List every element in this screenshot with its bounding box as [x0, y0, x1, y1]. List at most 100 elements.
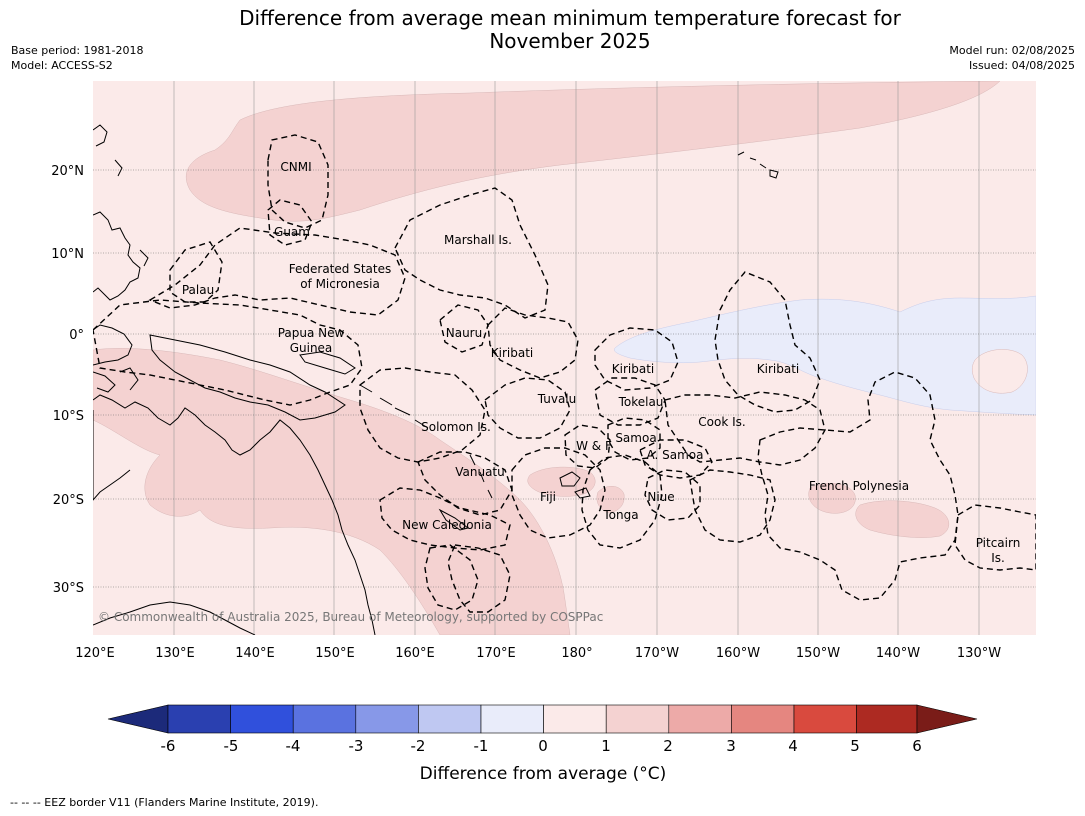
label-solomon: Solomon Is. — [421, 420, 491, 434]
label-kiribati-central: Kiribati — [612, 362, 654, 376]
colorbar-tick: -6 — [161, 737, 176, 755]
label-french-polynesia: French Polynesia — [809, 479, 909, 493]
title-line-2: November 2025 — [489, 29, 651, 53]
colorbar — [107, 704, 978, 734]
label-nauru: Nauru — [446, 326, 482, 340]
label-fsm-line1: Federated States — [289, 262, 391, 276]
label-wallis-futuna: W & F — [576, 439, 612, 453]
issued-date: Issued: 04/08/2025 — [968, 59, 1075, 72]
borneo-coast — [93, 324, 133, 366]
label-tonga: Tonga — [602, 508, 638, 522]
lon-tick: 130°E — [155, 646, 195, 661]
colorbar-tick: -5 — [224, 737, 239, 755]
eez-cook — [664, 391, 826, 466]
lat-tick-labels: 20°N 10°N 0° 10°S 20°S 30°S — [51, 164, 84, 596]
metadata-right: Model run: 02/08/2025 Issued: 04/08/2025 — [949, 43, 1075, 73]
label-kiribati-east: Kiribati — [757, 362, 799, 376]
anomaly-patch-polynesia-2 — [855, 500, 949, 538]
eez-vanuatu — [417, 451, 513, 516]
colorbar-tick: 3 — [726, 737, 736, 755]
colorbar-tick: 1 — [601, 737, 611, 755]
lon-tick: 170°E — [476, 646, 516, 661]
colorbar-tick: 2 — [663, 737, 673, 755]
australia-coast — [93, 394, 376, 635]
anomaly-patch-fiji — [527, 466, 596, 497]
lon-tick: 150°E — [315, 646, 355, 661]
new-caledonia-coast — [438, 508, 470, 531]
colorbar-bin — [605, 704, 670, 734]
philippines-islands — [93, 124, 149, 267]
colorbar-tick: -2 — [411, 737, 426, 755]
label-png-line1: Papua New — [278, 326, 345, 340]
eez-borders — [93, 134, 1036, 613]
copyright-notice: © Commonwealth of Australia 2025, Bureau… — [98, 610, 603, 624]
eez-marshall — [394, 187, 549, 319]
colorbar-bin — [418, 704, 482, 734]
anomaly-patch-polynesia-1 — [808, 483, 856, 514]
label-new-caledonia: New Caledonia — [402, 518, 492, 532]
label-fsm-line2: of Micronesia — [300, 277, 380, 291]
anomaly-patch-east — [971, 349, 1028, 394]
colorbar-tick: 5 — [850, 737, 860, 755]
eez-newcal — [379, 487, 511, 551]
colorbar-bin — [230, 704, 294, 734]
lon-tick: 120°E — [75, 646, 115, 661]
label-cnmi: CNMI — [280, 160, 311, 174]
lon-tick: 160°W — [716, 646, 760, 661]
colorbar-tick: -4 — [286, 737, 301, 755]
colorbar-bin — [543, 704, 607, 734]
eez-newcal-south — [424, 544, 479, 611]
lon-tick-labels: 120°E 130°E 140°E 150°E 160°E 170°E 180°… — [75, 646, 1001, 661]
vanuatu-coast — [469, 454, 493, 499]
solomon-islands-coast — [359, 384, 429, 429]
colorbar-ticks: -6 -5 -4 -3 -2 -1 0 1 2 3 4 5 6 — [161, 737, 922, 755]
eez-cook-south — [689, 469, 776, 543]
colorbar-bin — [167, 704, 231, 734]
eez-png — [93, 299, 363, 406]
lat-tick: 10°N — [51, 247, 84, 262]
colorbar-extend-high — [916, 704, 978, 734]
eez-solomon — [359, 367, 486, 463]
lon-tick: 140°W — [876, 646, 920, 661]
model-run-date: Model run: 02/08/2025 — [949, 44, 1075, 57]
eez-cnmi — [267, 134, 329, 229]
colorbar-extend-low — [107, 704, 169, 734]
anomaly-region-cool-east — [614, 295, 1036, 416]
metadata-left: Base period: 1981-2018 Model: ACCESS-S2 — [11, 43, 143, 73]
eez-tonga — [581, 454, 663, 549]
colorbar-tick: 6 — [912, 737, 922, 755]
eez-newcal-south2 — [447, 544, 511, 613]
lon-tick: 140°E — [235, 646, 275, 661]
label-pitcairn-line1: Pitcairn — [976, 536, 1021, 550]
title-line-1: Difference from average mean minimum tem… — [239, 6, 901, 30]
colorbar-bin — [731, 704, 795, 734]
label-tuvalu: Tuvalu — [537, 392, 577, 406]
colorbar-tick: -1 — [474, 737, 489, 755]
fiji-coast — [559, 471, 591, 499]
lat-grid-lines — [93, 169, 1036, 588]
eez-guam — [267, 199, 313, 246]
label-kiribati-west: Kiribati — [491, 346, 533, 360]
colorbar-bin — [793, 704, 857, 734]
grid-lines — [173, 81, 980, 635]
eez-kiribati-central — [594, 327, 679, 391]
colorbar-tick: 0 — [538, 737, 548, 755]
lat-tick: 10°S — [53, 409, 84, 424]
colorbar-tick: 4 — [788, 737, 798, 755]
lat-tick: 0° — [69, 328, 84, 343]
new-britain-coast — [299, 351, 356, 375]
label-pitcairn-line2: Is. — [991, 551, 1005, 565]
eez-tuvalu — [484, 377, 571, 439]
eez-fiji — [511, 447, 606, 539]
label-fiji: Fiji — [540, 490, 556, 504]
new-guinea-coast — [149, 334, 346, 421]
australia-south-coast — [93, 601, 256, 635]
model-name: Model: ACCESS-S2 — [11, 59, 113, 72]
label-tokelau: Tokelau — [618, 395, 664, 409]
eez-legend: -- -- -- EEZ border V11 (Flanders Marine… — [10, 796, 319, 809]
colorbar-bin — [292, 704, 357, 734]
lat-tick: 20°S — [53, 493, 84, 508]
label-palau: Palau — [182, 283, 214, 297]
lat-tick: 30°S — [53, 581, 84, 596]
map-title: Difference from average mean minimum tem… — [0, 7, 1085, 53]
